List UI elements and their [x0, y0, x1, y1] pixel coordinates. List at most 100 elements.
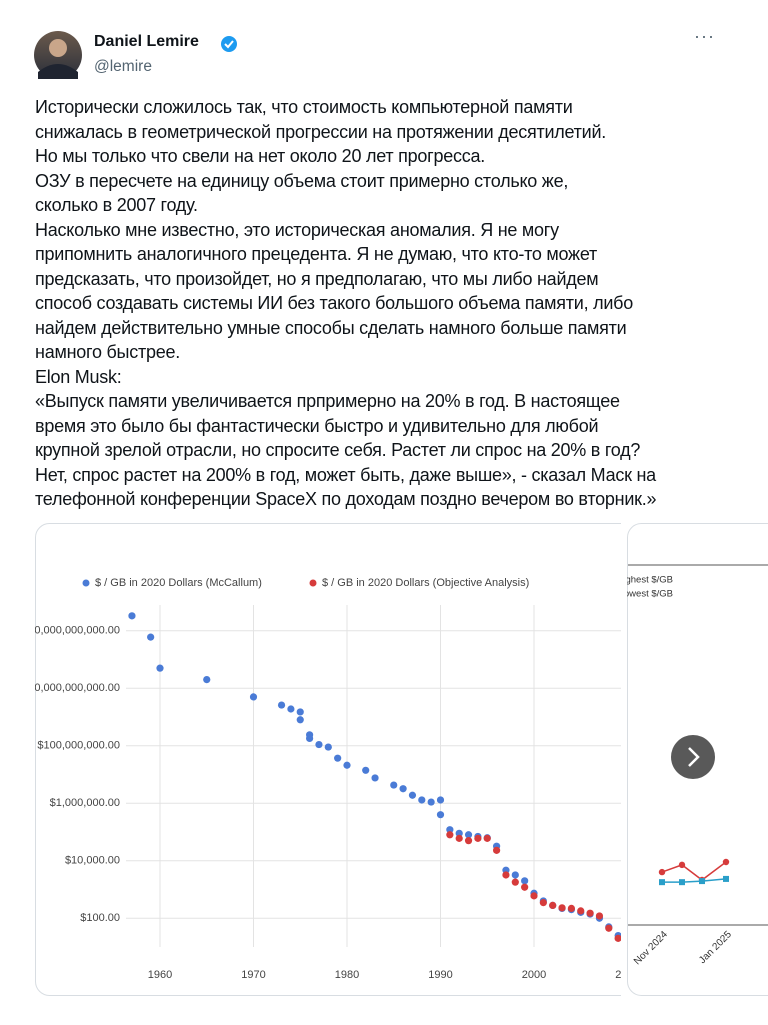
- text-line: время это было бы фантастически быстро и…: [35, 415, 599, 436]
- data-point: [156, 664, 164, 672]
- y-tick-label: $1,000,000,000,000.00: [35, 625, 120, 637]
- legend-label: $ / GB in 2020 Dollars (Objective Analys…: [322, 577, 529, 589]
- data-point: [567, 904, 576, 913]
- card-border: [35, 523, 621, 996]
- data-point: [521, 877, 529, 885]
- y-tick-label: $100.00: [80, 912, 120, 924]
- data-point: [390, 781, 398, 789]
- text-line: ОЗУ в пересчете на единицу объема стоит …: [35, 170, 569, 191]
- data-point: [436, 811, 445, 819]
- avatar-body: [38, 64, 78, 79]
- x-tick-label: 1990: [428, 969, 452, 981]
- data-point: [530, 892, 538, 900]
- x-tick-label: 1980: [335, 969, 359, 981]
- text-line: припомнить аналогичного прецедента. Я не…: [35, 244, 598, 264]
- text-line: Насколько мне известно, это историческая…: [35, 219, 559, 240]
- next-button[interactable]: [668, 732, 718, 782]
- x-tick-label: 2000: [522, 969, 546, 981]
- chevron: [688, 747, 700, 767]
- data-point: [614, 934, 621, 942]
- data-point: [678, 861, 686, 869]
- data-point: [679, 879, 685, 886]
- data-point: [586, 909, 594, 917]
- legend-marker: [309, 579, 317, 587]
- legend-label: Highest $/GB: [627, 575, 673, 586]
- data-point: [474, 834, 482, 842]
- data-point: [539, 899, 547, 907]
- data-point: [296, 716, 304, 724]
- more-button[interactable]: ···: [694, 26, 715, 46]
- legend-marker: [82, 579, 90, 587]
- author-name[interactable]: Daniel Lemire: [94, 33, 199, 50]
- legend-label: $ / GB in 2020 Dollars (McCallum): [95, 577, 262, 589]
- data-point: [334, 754, 342, 762]
- data-point: [296, 708, 304, 716]
- data-point: [558, 904, 566, 912]
- data-point: [658, 868, 666, 876]
- text-line: «Выпуск памяти увеличивается прпримерно …: [35, 391, 620, 411]
- data-point: [511, 878, 519, 886]
- data-point: [549, 901, 557, 909]
- x-tick-label: 2010: [615, 969, 621, 981]
- data-point: [483, 834, 491, 842]
- data-point: [427, 798, 435, 806]
- data-point: [521, 883, 529, 891]
- data-point: [605, 924, 613, 932]
- data-point: [324, 743, 332, 751]
- data-point: [147, 633, 155, 641]
- data-point: [455, 829, 463, 837]
- data-point: [699, 878, 705, 885]
- data-point: [455, 834, 463, 842]
- y-tick-label: $10,000,000,000.00: [35, 682, 120, 694]
- data-point: [464, 831, 473, 839]
- tweet-text: Исторически сложилось так, что стоимость…: [35, 95, 657, 512]
- data-point: [464, 837, 473, 845]
- next-button-bg[interactable]: [671, 735, 715, 779]
- text-line: крупной зрелой отрасли, но спросите себя…: [35, 440, 641, 460]
- data-point: [493, 846, 501, 854]
- data-point: [723, 875, 729, 882]
- x-tick-label: 1970: [241, 969, 265, 981]
- data-point: [315, 740, 323, 749]
- text-line: Исторически сложилось так, что стоимость…: [35, 97, 573, 117]
- legend-label: Lowest $/GB: [627, 589, 673, 600]
- data-point: [408, 791, 417, 799]
- data-point: [502, 871, 510, 879]
- text-line: сколько в 2007 году.: [35, 195, 198, 215]
- text-line: предсказать, что произойдет, но я предпо…: [35, 268, 599, 289]
- data-point: [436, 796, 445, 804]
- series-line: [662, 878, 727, 883]
- data-point: [595, 912, 604, 920]
- y-tick-label: $1,000,000.00: [50, 797, 120, 809]
- data-point: [362, 766, 370, 774]
- chart-card: $100.00 $10,000.00 $1,000,000.00 $100,000,0…: [35, 523, 621, 996]
- data-point: [371, 774, 379, 782]
- series-line: [661, 861, 727, 881]
- data-point: [722, 858, 730, 866]
- data-point: [399, 785, 407, 793]
- data-point: [418, 796, 426, 804]
- text-line: найдем действительно умные способы сдела…: [35, 317, 627, 338]
- avatar-face: [49, 39, 67, 57]
- data-point: [343, 761, 351, 769]
- y-tick-label: $100,000,000.00: [37, 740, 120, 752]
- data-point: [577, 907, 585, 915]
- text-line: способ создавать системы ИИ без такого б…: [35, 293, 633, 313]
- data-point: [446, 831, 454, 839]
- text-line: Elon Musk:: [35, 366, 122, 387]
- data-point: [659, 879, 665, 886]
- text-line: снижалась в геометрической прогрессии на…: [35, 121, 607, 142]
- text-line: телефонной конференции SpaceX по доходам…: [35, 489, 657, 509]
- header-graphics: [34, 31, 237, 79]
- verified-check: [224, 40, 234, 49]
- author-handle[interactable]: @lemire: [94, 58, 152, 75]
- data-point: [287, 705, 295, 713]
- data-point: [249, 693, 258, 701]
- data-point: [128, 612, 136, 620]
- verified-badge: [221, 36, 237, 52]
- data-point: [277, 701, 286, 709]
- text-line: Но мы только что свели на нет около 20 л…: [35, 146, 485, 166]
- data-point: [511, 871, 519, 879]
- data-point: [203, 675, 211, 684]
